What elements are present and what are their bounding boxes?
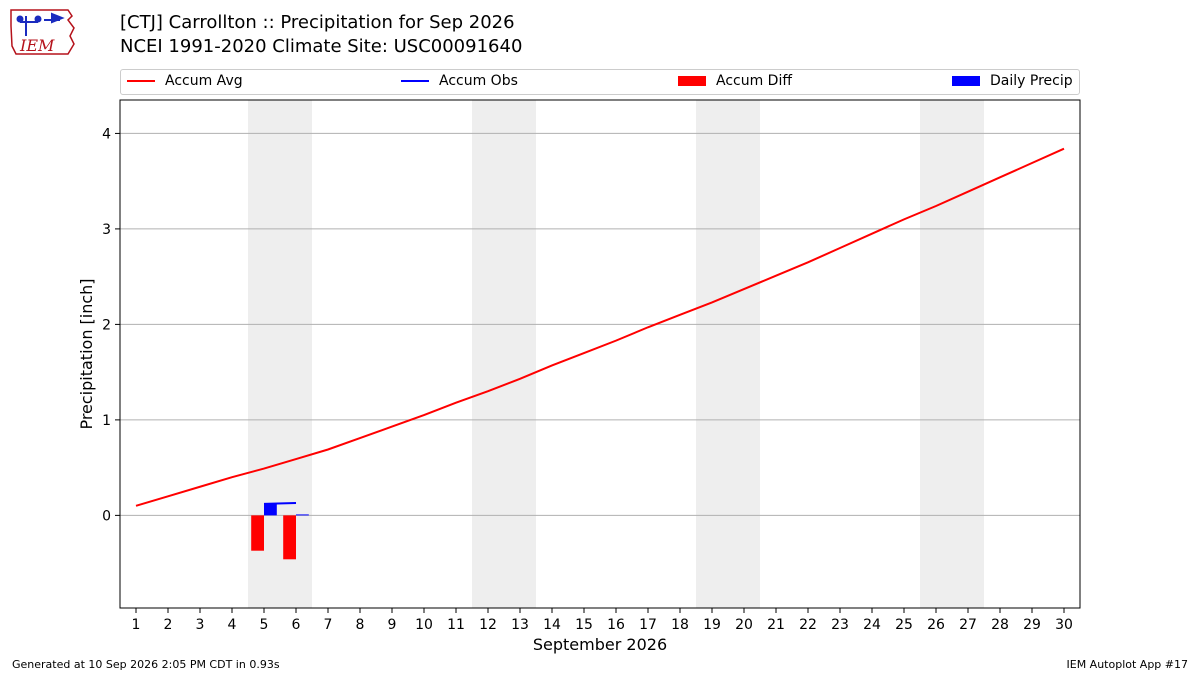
xtick-label-9: 9 — [388, 617, 397, 633]
xtick-label-3: 3 — [196, 617, 205, 633]
plot-frame — [119, 99, 1081, 609]
xtick-label-16: 16 — [607, 617, 625, 633]
xtick-label-25: 25 — [895, 617, 913, 633]
xtick-label-27: 27 — [959, 617, 977, 633]
xtick-label-7: 7 — [324, 617, 333, 633]
chart-title: [CTJ] Carrollton :: Precipitation for Se… — [120, 12, 515, 33]
weekend-band-2 — [696, 100, 760, 608]
xtick-label-8: 8 — [356, 617, 365, 633]
legend-swatch-daily-precip — [952, 76, 980, 86]
xtick-label-14: 14 — [543, 617, 561, 633]
weather-station-icon — [16, 12, 65, 36]
xtick-label-20: 20 — [735, 617, 753, 633]
weekend-band-1 — [472, 100, 536, 608]
y-axis-label: Precipitation [inch] — [77, 278, 96, 429]
xtick-label-29: 29 — [1023, 617, 1041, 633]
series-line-accum-obs — [263, 501, 297, 505]
xtick-label-23: 23 — [831, 617, 849, 633]
bar-daily-precip-1 — [296, 514, 309, 516]
xtick-label-4: 4 — [228, 617, 237, 633]
footer-app-id: IEM Autoplot App #17 — [1066, 658, 1189, 671]
bar-accum-diff-1 — [283, 515, 296, 560]
logo-text: IEM — [19, 36, 55, 55]
xtick-label-15: 15 — [575, 617, 593, 633]
x-axis-label: September 2026 — [533, 635, 667, 654]
chart-subtitle: NCEI 1991-2020 Climate Site: USC00091640 — [120, 36, 523, 57]
xtick-label-1: 1 — [132, 617, 141, 633]
legend-item-accum-diff: Accum Diff — [678, 73, 792, 89]
xtick-label-13: 13 — [511, 617, 529, 633]
xtick-label-28: 28 — [991, 617, 1009, 633]
xtick-label-2: 2 — [164, 617, 173, 633]
series-line-accum-avg — [135, 147, 1065, 507]
ytick-label-3: 3 — [102, 222, 111, 238]
xtick-label-24: 24 — [863, 617, 881, 633]
ytick-label-1: 1 — [102, 413, 111, 429]
legend-swatch-accum-diff — [678, 76, 706, 86]
legend-label-accum-diff: Accum Diff — [716, 73, 793, 89]
xtick-label-18: 18 — [671, 617, 689, 633]
xtick-label-19: 19 — [703, 617, 721, 633]
xtick-label-26: 26 — [927, 617, 945, 633]
legend-item-daily-precip: Daily Precip — [952, 73, 1073, 89]
legend-item-accum-obs: Accum Obs — [401, 73, 518, 89]
xtick-label-17: 17 — [639, 617, 657, 633]
xtick-label-6: 6 — [292, 617, 301, 633]
xtick-label-12: 12 — [479, 617, 497, 633]
legend-label-accum-obs: Accum Obs — [439, 73, 518, 89]
footer-generated: Generated at 10 Sep 2026 2:05 PM CDT in … — [12, 658, 280, 671]
ytick-label-2: 2 — [102, 317, 111, 333]
xtick-label-22: 22 — [799, 617, 817, 633]
legend-swatch-accum-avg — [127, 80, 155, 82]
legend-swatch-accum-obs — [401, 80, 429, 82]
ytick-label-0: 0 — [102, 508, 111, 524]
xtick-label-10: 10 — [415, 617, 433, 633]
weekend-band-3 — [920, 100, 984, 608]
bar-daily-precip-0 — [264, 503, 277, 516]
legend-label-daily-precip: Daily Precip — [990, 73, 1073, 89]
legend-label-accum-avg: Accum Avg — [165, 73, 243, 89]
ytick-label-4: 4 — [102, 126, 111, 142]
bar-accum-diff-0 — [251, 515, 264, 551]
xtick-label-30: 30 — [1055, 617, 1073, 633]
xtick-label-21: 21 — [767, 617, 785, 633]
legend-item-accum-avg: Accum Avg — [127, 73, 243, 89]
xtick-label-11: 11 — [447, 617, 465, 633]
iem-logo: IEM — [10, 9, 75, 55]
legend: Accum Avg Accum Obs Accum Diff Daily Pre… — [120, 69, 1080, 95]
xtick-label-5: 5 — [260, 617, 269, 633]
